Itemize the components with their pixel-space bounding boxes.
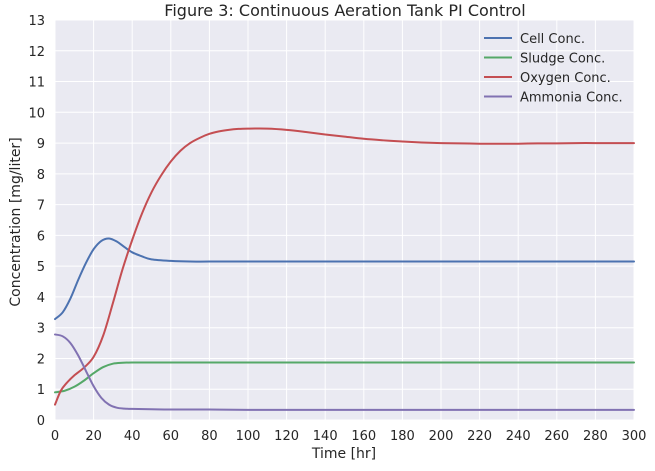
y-tick-label: 2 <box>37 352 45 367</box>
y-tick-label: 5 <box>37 260 45 275</box>
y-tick-label: 4 <box>37 291 45 306</box>
y-tick-label: 10 <box>28 106 45 121</box>
series-line-3 <box>54 127 635 406</box>
y-tick-label: 11 <box>28 76 45 91</box>
x-tick-label: 100 <box>236 429 261 444</box>
y-axis-label: Concentration [mg/liter] <box>8 137 24 306</box>
legend-label: Sludge Conc. <box>520 52 605 67</box>
x-tick-label: 180 <box>390 429 415 444</box>
series-line-1 <box>54 237 635 321</box>
x-tick-label: 240 <box>506 429 531 444</box>
series-line-4 <box>54 333 635 411</box>
x-tick-label: 160 <box>351 429 376 444</box>
y-tick-label: 0 <box>37 414 45 429</box>
y-tick-label: 6 <box>37 229 45 244</box>
x-axis-ticks: 0 20 40 60 80 100 120 140 160 180 200 220 240 260 280 3… <box>51 429 647 444</box>
chart-title: Figure 3: Continuous Aeration Tank PI Co… <box>164 1 525 20</box>
x-tick-label: 80 <box>201 429 218 444</box>
plot-area <box>55 20 634 420</box>
legend-label: Cell Conc. <box>520 32 585 47</box>
y-tick-label: 12 <box>28 45 45 60</box>
y-tick-label: 7 <box>37 199 45 214</box>
x-tick-label: 280 <box>583 429 608 444</box>
legend: Cell Conc. Sludge Conc. Oxygen Conc. Ammoni… <box>484 32 623 106</box>
x-tick-label: 20 <box>85 429 102 444</box>
x-tick-label: 220 <box>467 429 492 444</box>
x-tick-label: 60 <box>163 429 180 444</box>
y-tick-label: 3 <box>37 322 45 337</box>
x-tick-label: 40 <box>124 429 141 444</box>
x-tick-label: 300 <box>622 429 647 444</box>
series-lines <box>54 127 635 411</box>
x-tick-label: 140 <box>313 429 338 444</box>
series-line-2 <box>54 361 635 394</box>
x-tick-label: 0 <box>51 429 59 444</box>
legend-label: Ammonia Conc. <box>520 91 623 106</box>
legend-label: Oxygen Conc. <box>520 71 611 86</box>
x-tick-label: 260 <box>544 429 569 444</box>
y-tick-label: 13 <box>28 14 45 29</box>
x-tick-label: 200 <box>429 429 454 444</box>
x-axis-label: Time [hr] <box>311 446 376 462</box>
x-tick-label: 120 <box>274 429 299 444</box>
y-tick-label: 8 <box>37 168 45 183</box>
y-tick-label: 9 <box>37 137 45 152</box>
y-tick-label: 1 <box>37 383 45 398</box>
